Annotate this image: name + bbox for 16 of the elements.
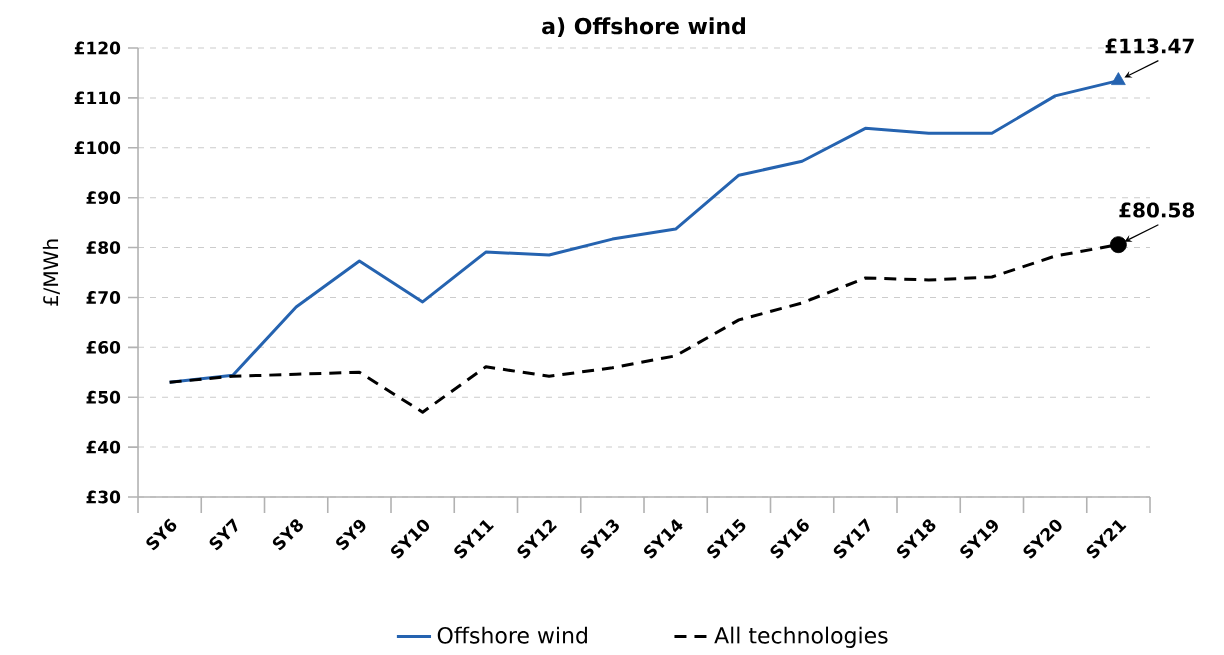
y-tick-label: £40 <box>86 440 121 454</box>
annotation: £113.47 <box>1105 38 1194 54</box>
y-tick-label: £50 <box>86 390 121 404</box>
legend-label: All technologies <box>714 626 888 648</box>
legend-label: Offshore wind <box>437 626 587 644</box>
y-tick-label: £60 <box>86 340 121 354</box>
annotation: £80.58 <box>1119 202 1195 218</box>
chart-title: a) Offshore wind <box>542 17 745 37</box>
y-tick-label: £70 <box>86 291 121 304</box>
y-tick-label: £90 <box>86 191 121 205</box>
y-tick-label: £30 <box>86 490 121 504</box>
y-tick-label: £120 <box>74 41 121 55</box>
y-axis-title: £/MWh <box>42 239 60 306</box>
y-tick-label: £100 <box>74 141 121 155</box>
y-tick-label: £80 <box>86 241 121 254</box>
y-tick-label: £110 <box>74 91 121 105</box>
